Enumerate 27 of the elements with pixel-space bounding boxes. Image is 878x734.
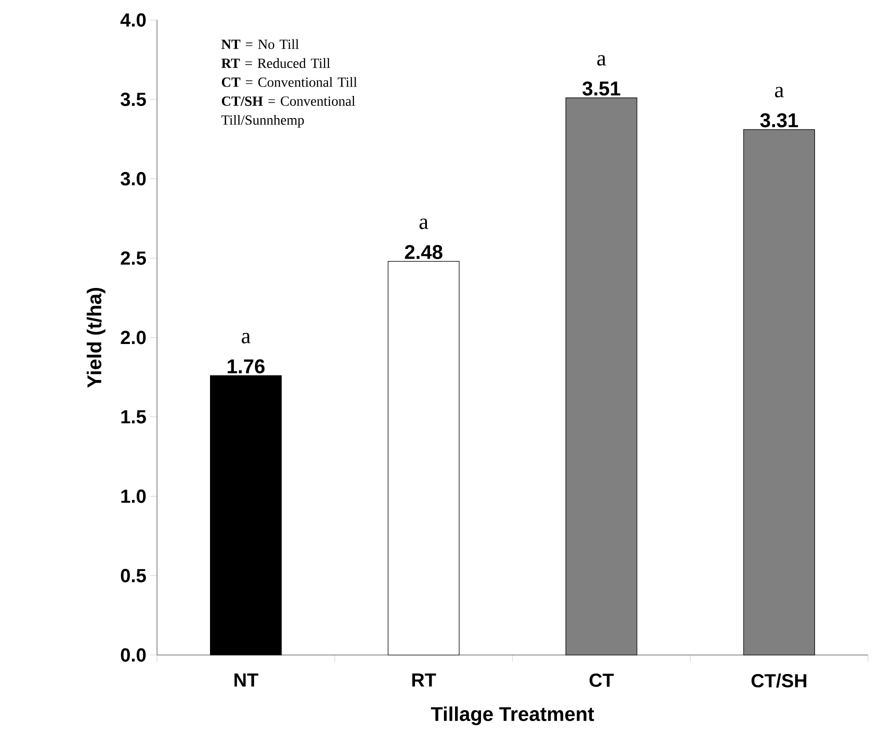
annotation: a [420, 218, 428, 230]
data-label: 3.51 [582, 81, 620, 96]
y-axis-title: Yield (t/ha) [86, 288, 106, 388]
x-tick-label: NT [234, 674, 258, 687]
y-tick-label: 1.5 [121, 410, 146, 424]
y-tick-label: 1.0 [121, 490, 146, 503]
data-label: 2.48 [404, 244, 442, 260]
annotation: a [775, 86, 784, 98]
annotation: RT = Reduced Till [221, 58, 330, 68]
x-axis-title: Tillage Treatment [430, 706, 594, 726]
data-label: 1.76 [228, 359, 265, 374]
y-tick-label: 2.0 [120, 330, 146, 344]
x-tick-label: CT/SH [752, 674, 806, 688]
y-tick-label: 4.0 [120, 13, 146, 27]
y-tick-label: 2.5 [120, 251, 146, 265]
annotation: a [242, 332, 250, 344]
data-label: 3.31 [760, 113, 798, 128]
x-tick-label: RT [412, 674, 436, 687]
y-tick-label: 0.0 [120, 648, 146, 662]
y-tick-label: 3.5 [120, 92, 146, 106]
annotation: a [597, 55, 606, 66]
annotation: CT/SH = Conventional Till/Sunnhemp [221, 96, 356, 128]
y-tick-label: 3.0 [120, 172, 146, 186]
y-tick-label: 0.5 [120, 568, 146, 582]
x-tick-label: CT [590, 674, 614, 687]
annotation: NT = No Till [221, 39, 299, 50]
annotation: CT = Conventional Till [222, 77, 357, 87]
